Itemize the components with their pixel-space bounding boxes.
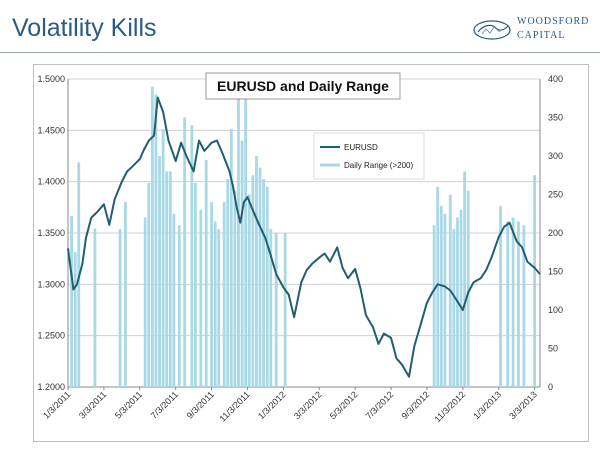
y-right-tick-label: 250 xyxy=(548,190,563,200)
y-right-tick-label: 400 xyxy=(548,74,563,84)
chart-title-box xyxy=(205,72,401,100)
logo-text-capital: CAPITAL xyxy=(517,30,566,41)
daily-range-bar xyxy=(222,202,226,387)
daily-range-bar xyxy=(517,221,520,387)
daily-range-bar xyxy=(511,217,515,387)
daily-range-bar xyxy=(283,233,287,387)
daily-range-bar xyxy=(466,190,470,387)
x-tick-label: 7/3/2012 xyxy=(364,389,396,421)
daily-range-bar xyxy=(251,175,255,387)
daily-range-bar xyxy=(172,213,176,387)
y-left-tick-label: 1.4000 xyxy=(37,177,65,187)
daily-range-bar xyxy=(265,186,269,387)
daily-range-bar xyxy=(199,209,203,387)
x-tick-label: 3/3/2012 xyxy=(292,389,324,421)
daily-range-bar xyxy=(168,171,172,387)
daily-range-bar xyxy=(240,140,244,387)
daily-range-bar xyxy=(255,156,258,387)
daily-range-bar xyxy=(436,186,440,387)
x-tick-label: 5/3/2012 xyxy=(328,389,360,421)
y-right-tick-label: 50 xyxy=(548,344,558,354)
daily-range-bar xyxy=(229,129,233,388)
daily-range-bar xyxy=(73,252,77,387)
eurusd-line xyxy=(67,96,541,378)
daily-range-bar xyxy=(161,129,165,388)
y-left-tick-label: 1.4500 xyxy=(37,125,65,135)
daily-range-bar xyxy=(533,175,537,387)
x-tick-label: 9/3/2012 xyxy=(399,389,431,421)
y-left-tick-label: 1.5000 xyxy=(37,74,65,84)
daily-range-bar xyxy=(499,206,502,387)
slide-title: Volatility Kills xyxy=(12,14,157,42)
x-tick-label: 11/3/2011 xyxy=(217,389,251,423)
legend-box xyxy=(313,132,425,180)
daily-range-bar xyxy=(154,94,158,388)
daily-range-bar xyxy=(269,229,273,387)
legend-label-range: Daily Range (>200) xyxy=(344,161,413,170)
daily-range-bar xyxy=(258,167,262,387)
eurusd-chart: 1.2000 1.2500 1.3000 1.3500 1.4000 1.4500 1.50… xyxy=(37,72,563,424)
daily-range-bar xyxy=(204,159,208,387)
daily-range-bar xyxy=(233,190,237,387)
y-left-tick-label: 1.3000 xyxy=(37,279,65,289)
chart-title: EURUSD and Daily Range xyxy=(217,78,389,94)
y-right-tick-label: 350 xyxy=(548,113,563,123)
daily-range-bar xyxy=(70,216,73,387)
y-right-tick-label: 200 xyxy=(548,228,563,238)
daily-range-bar xyxy=(93,228,97,387)
daily-range-bar xyxy=(439,206,443,387)
daily-range-bar xyxy=(506,221,510,387)
x-tick-label: 11/3/2012 xyxy=(432,389,467,424)
y-right-tick-label: 300 xyxy=(548,151,563,161)
y-right-tick-label: 150 xyxy=(548,267,563,277)
daily-range-bar xyxy=(226,179,230,387)
daily-range-bar xyxy=(150,86,154,387)
logo-text-woodsford: WOODSFORD xyxy=(517,16,590,27)
daily-range-bar xyxy=(459,209,463,387)
daily-range-bar xyxy=(118,229,122,387)
daily-range-bar xyxy=(190,125,194,387)
daily-range-bar xyxy=(452,229,456,387)
daily-range-bar xyxy=(244,79,248,387)
daily-range-bar xyxy=(158,156,161,387)
daily-range-bar xyxy=(147,182,151,387)
daily-range-bar xyxy=(217,229,221,387)
daily-range-bar xyxy=(463,171,467,387)
x-tick-label: 1/3/2013 xyxy=(471,389,503,421)
daily-range-bar xyxy=(177,225,181,387)
daily-range-bar xyxy=(210,202,213,387)
daily-range-bar xyxy=(165,171,169,387)
y-left-tick-label: 1.3500 xyxy=(37,228,65,238)
y-right-tick-label: 100 xyxy=(548,305,563,315)
daily-range-bar xyxy=(247,194,251,387)
daily-range-bar xyxy=(213,221,217,387)
daily-range-bar xyxy=(443,213,447,387)
x-tick-label: 3/3/2013 xyxy=(507,389,539,421)
x-tick-label: 7/3/2011 xyxy=(149,389,180,420)
daily-range-bar xyxy=(143,217,147,387)
x-tick-label: 3/3/2011 xyxy=(77,389,108,420)
legend-label-eurusd: EURUSD xyxy=(344,143,378,152)
y-left-tick-label: 1.2000 xyxy=(37,382,65,392)
y-right-tick-label: 0 xyxy=(548,382,553,392)
chart-frame: 1.2000 1.2500 1.3000 1.3500 1.4000 1.4500 1.50… xyxy=(33,64,589,442)
woodsford-logo-icon xyxy=(473,20,511,40)
x-tick-label: 1/3/2012 xyxy=(256,389,288,421)
daily-range-bar xyxy=(262,179,266,387)
daily-range-bar xyxy=(432,225,436,387)
daily-range-bar xyxy=(237,94,240,388)
daily-range-bar xyxy=(124,202,127,387)
daily-range-bar xyxy=(194,182,197,387)
title-divider xyxy=(0,52,600,53)
daily-range-bar xyxy=(183,117,187,387)
daily-range-bar xyxy=(522,225,526,387)
y-left-tick-label: 1.2500 xyxy=(37,331,65,341)
x-tick-label: 9/3/2011 xyxy=(185,389,216,420)
daily-range-bar xyxy=(274,233,278,387)
x-tick-label: 5/3/2011 xyxy=(113,389,144,420)
x-tick-label: 1/3/2011 xyxy=(41,389,72,420)
